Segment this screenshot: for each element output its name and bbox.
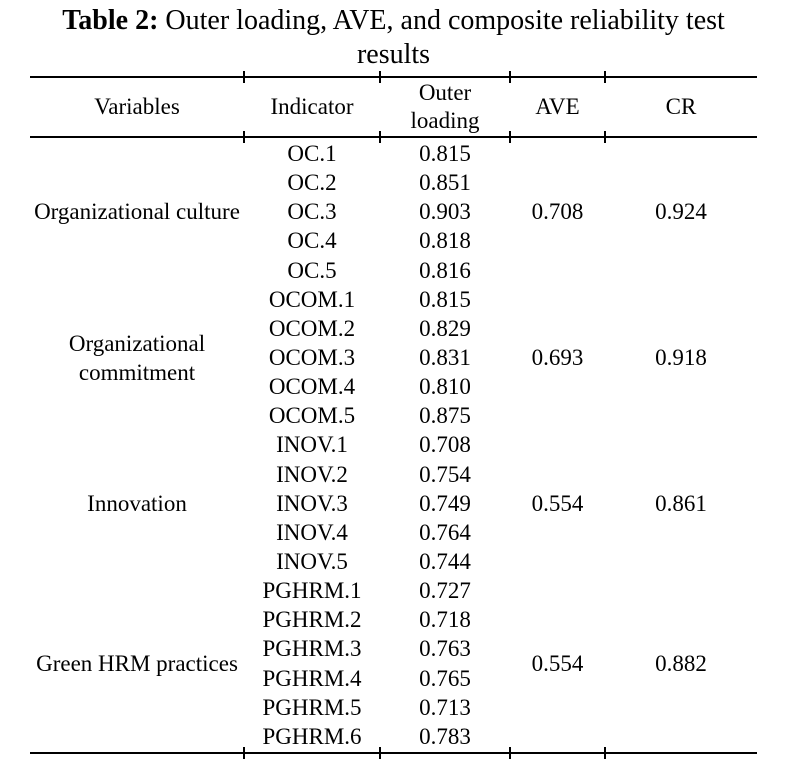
- indicator-cell: OC.1: [287, 141, 337, 167]
- table-caption-text: Outer loading, AVE, and composite reliab…: [158, 5, 725, 36]
- ave-cell: 0.693: [531, 345, 584, 371]
- outer-loading-cell: 0.708: [419, 432, 471, 458]
- outer-loading-cell: 0.903: [419, 199, 471, 225]
- outer-loading-cell: 0.765: [419, 665, 471, 691]
- indicator-cell: PGHRM.2: [262, 607, 362, 633]
- column-separator-tick: [604, 747, 606, 759]
- cr-cell: 0.882: [655, 651, 707, 677]
- indicator-cell: PGHRM.6: [262, 723, 362, 749]
- column-header-ave: AVE: [535, 93, 580, 119]
- outer-loading-cell: 0.718: [419, 607, 471, 633]
- outer-loading-cell: 0.816: [419, 257, 471, 283]
- variable-name-cell: Green HRM practices: [36, 651, 238, 677]
- indicator-cell: OCOM.1: [268, 286, 356, 312]
- indicator-cell: INOV.4: [276, 519, 348, 545]
- column-separator-tick: [379, 71, 381, 83]
- column-header-outer-loading: Outer loading: [410, 79, 480, 133]
- outer-loading-cell: 0.810: [419, 374, 471, 400]
- column-separator-tick: [604, 71, 606, 83]
- table-caption-line2: results: [356, 39, 431, 70]
- outer-loading-cell: 0.783: [419, 723, 471, 749]
- indicator-cell: PGHRM.4: [262, 665, 362, 691]
- variable-name-cell: Organizational culture: [34, 199, 240, 225]
- cr-cell: 0.924: [655, 199, 707, 225]
- column-separator-tick: [243, 71, 245, 83]
- outer-loading-cell: 0.829: [419, 315, 471, 341]
- table-caption: Table 2: Outer loading, AVE, and composi…: [30, 4, 757, 72]
- indicator-cell: OCOM.5: [268, 403, 356, 429]
- indicator-cell: PGHRM.1: [262, 578, 362, 604]
- column-separator-tick: [509, 747, 511, 759]
- outer-loading-cell: 0.818: [419, 228, 471, 254]
- outer-loading-cell: 0.815: [419, 141, 471, 167]
- column-header-variables: Variables: [94, 93, 180, 119]
- indicator-cell: OC.2: [287, 170, 337, 196]
- outer-loading-cell: 0.763: [419, 636, 471, 662]
- column-header-indicator: Indicator: [270, 93, 354, 119]
- table-header-row: Variables Indicator Outer loading AVE CR: [30, 78, 757, 135]
- indicator-cell: INOV.5: [276, 549, 348, 575]
- indicator-cell: OCOM.3: [268, 345, 356, 371]
- indicator-cell: OC.5: [287, 257, 337, 283]
- outer-loading-cell: 0.727: [419, 578, 471, 604]
- outer-loading-cell: 0.764: [419, 519, 471, 545]
- outer-loading-cell: 0.713: [419, 694, 471, 720]
- indicator-cell: OCOM.4: [268, 374, 356, 400]
- variable-name-cell: Innovation: [87, 490, 187, 516]
- column-separator-tick: [243, 747, 245, 759]
- ave-cell: 0.708: [531, 199, 584, 225]
- indicator-cell: INOV.3: [276, 490, 348, 516]
- indicator-cell: OC.3: [287, 199, 337, 225]
- table-body: Organizational culture OC.1 0.815 OC.2 0.851…: [30, 139, 757, 751]
- outer-loading-cell: 0.744: [419, 549, 471, 575]
- table-rule-bottom: [30, 747, 757, 759]
- indicator-cell: PGHRM.3: [262, 636, 362, 662]
- ave-cell: 0.554: [531, 490, 584, 516]
- table-caption-number: Table 2:: [62, 5, 159, 36]
- table-rule-header-bottom: [30, 131, 757, 143]
- column-separator-tick: [379, 747, 381, 759]
- column-separator-tick: [509, 71, 511, 83]
- column-header-cr: CR: [665, 93, 697, 119]
- ave-cell: 0.554: [531, 651, 584, 677]
- indicator-cell: PGHRM.5: [262, 694, 362, 720]
- outer-loading-cell: 0.815: [419, 286, 471, 312]
- column-separator-tick: [604, 131, 606, 143]
- column-separator-tick: [509, 131, 511, 143]
- cr-cell: 0.861: [655, 490, 707, 516]
- variable-name-cell: Organizational commitment: [68, 330, 206, 385]
- outer-loading-cell: 0.875: [419, 403, 471, 429]
- outer-loading-cell: 0.749: [419, 490, 471, 516]
- table-rule-top: [30, 71, 757, 83]
- indicator-cell: OC.4: [287, 228, 337, 254]
- indicator-cell: INOV.2: [276, 461, 348, 487]
- column-separator-tick: [243, 131, 245, 143]
- cr-cell: 0.918: [655, 345, 707, 371]
- indicator-cell: OCOM.2: [268, 315, 356, 341]
- column-separator-tick: [379, 131, 381, 143]
- outer-loading-cell: 0.754: [419, 461, 471, 487]
- indicator-cell: INOV.1: [276, 432, 348, 458]
- outer-loading-cell: 0.851: [419, 170, 471, 196]
- outer-loading-cell: 0.831: [419, 345, 471, 371]
